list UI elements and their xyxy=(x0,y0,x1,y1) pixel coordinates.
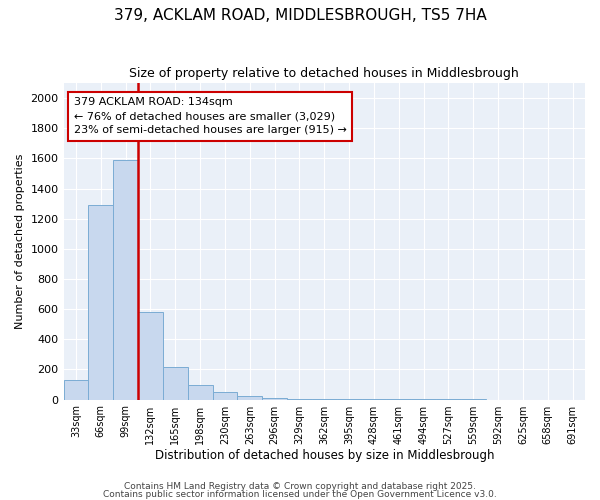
X-axis label: Distribution of detached houses by size in Middlesbrough: Distribution of detached houses by size … xyxy=(155,450,494,462)
Bar xyxy=(212,392,238,400)
Bar xyxy=(138,312,163,400)
Text: Contains public sector information licensed under the Open Government Licence v3: Contains public sector information licen… xyxy=(103,490,497,499)
Bar xyxy=(238,396,262,400)
Bar xyxy=(188,386,212,400)
Text: Contains HM Land Registry data © Crown copyright and database right 2025.: Contains HM Land Registry data © Crown c… xyxy=(124,482,476,491)
Bar xyxy=(64,380,88,400)
Text: 379, ACKLAM ROAD, MIDDLESBROUGH, TS5 7HA: 379, ACKLAM ROAD, MIDDLESBROUGH, TS5 7HA xyxy=(113,8,487,22)
Bar xyxy=(262,398,287,400)
Text: 379 ACKLAM ROAD: 134sqm
← 76% of detached houses are smaller (3,029)
23% of semi: 379 ACKLAM ROAD: 134sqm ← 76% of detache… xyxy=(74,98,347,136)
Title: Size of property relative to detached houses in Middlesbrough: Size of property relative to detached ho… xyxy=(130,68,519,80)
Bar xyxy=(163,367,188,400)
Bar xyxy=(113,160,138,400)
Bar xyxy=(287,399,312,400)
Bar xyxy=(88,205,113,400)
Y-axis label: Number of detached properties: Number of detached properties xyxy=(15,154,25,329)
